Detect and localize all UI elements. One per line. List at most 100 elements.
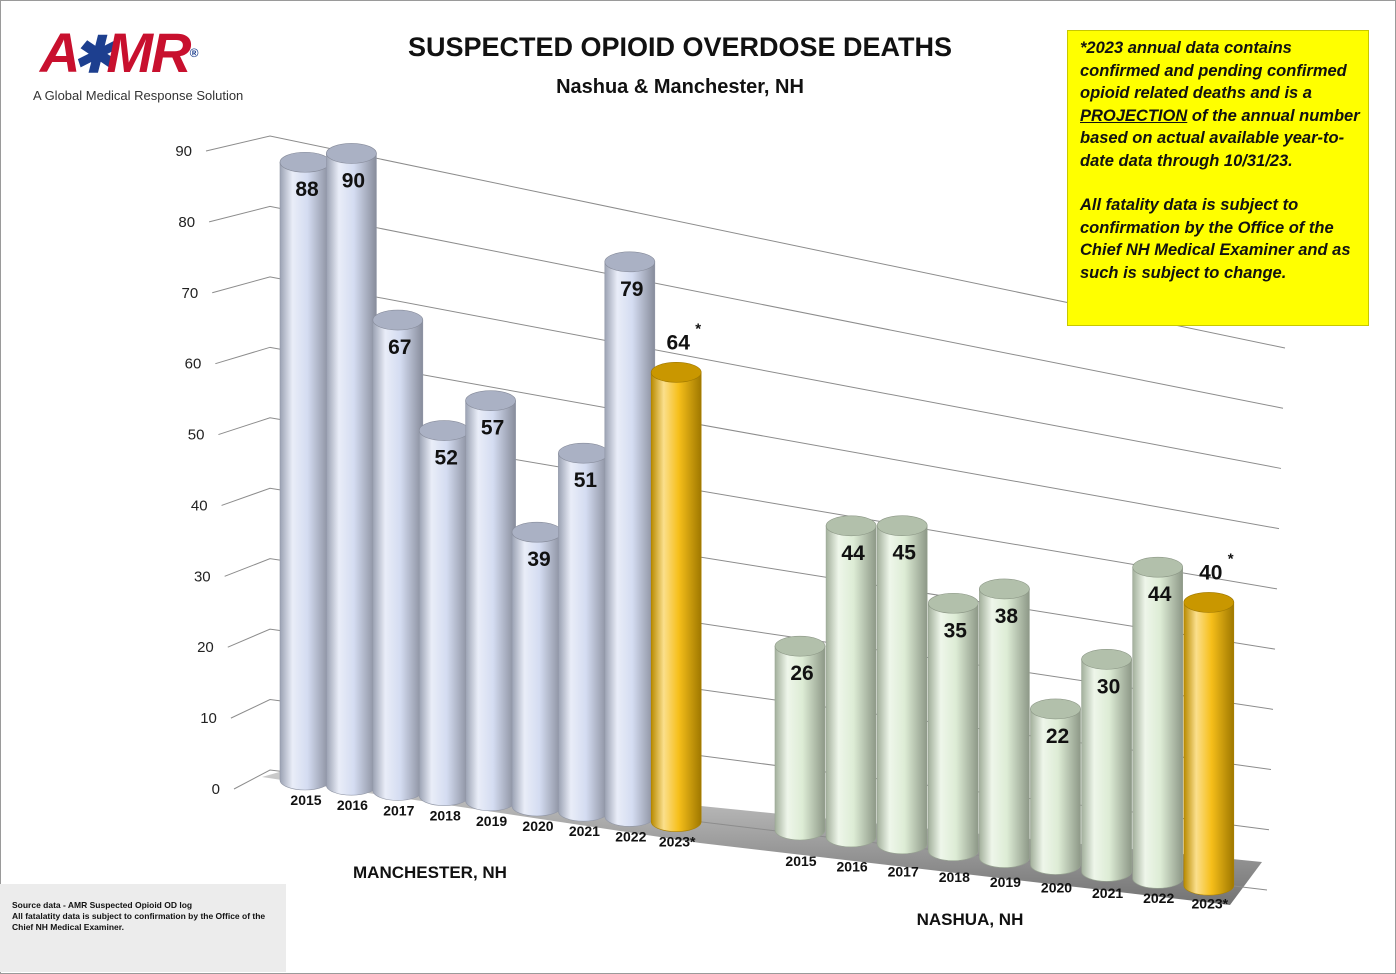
chart-title: SUSPECTED OPIOID OVERDOSE DEATHS	[407, 32, 953, 62]
note-paragraph-projection: *2023 annual data contains confirmed and…	[1080, 39, 1360, 170]
source-disclaimer: All fatalatity data is subject to confir…	[12, 911, 266, 932]
data-label: 30	[1097, 675, 1120, 698]
bar	[1030, 708, 1081, 875]
bar-top	[927, 592, 979, 614]
y-tick-label: 50	[188, 427, 205, 444]
data-label: 64	[667, 331, 691, 354]
data-label: 26	[790, 662, 813, 685]
bar-top	[558, 442, 609, 464]
bar	[928, 602, 979, 861]
bar	[876, 525, 928, 855]
bar	[774, 645, 826, 841]
bar-top	[825, 515, 877, 537]
bar-top	[418, 420, 470, 441]
bar	[979, 588, 1030, 868]
data-label: 79	[620, 278, 643, 301]
data-label: 88	[295, 178, 319, 201]
x-tick-label: 2016	[837, 858, 868, 874]
x-tick-label: 2020	[522, 818, 553, 834]
data-label: 38	[995, 605, 1019, 628]
x-tick-label: 2015	[290, 792, 321, 808]
data-label: 67	[388, 336, 411, 359]
bar	[1132, 566, 1183, 889]
data-label: 45	[893, 542, 917, 565]
data-label: 52	[435, 447, 458, 470]
bar-top	[650, 362, 702, 383]
x-tick-label: 2017	[888, 864, 919, 880]
y-tick-label: 70	[182, 285, 199, 302]
bar-top	[979, 578, 1030, 600]
y-tick-label: 30	[194, 568, 211, 585]
y-tick-label: 90	[175, 143, 192, 160]
data-label: 44	[1148, 583, 1172, 606]
gridline	[212, 276, 1282, 469]
x-tick-label: 2022	[615, 828, 646, 844]
gridline	[218, 417, 1278, 590]
bar	[558, 452, 609, 822]
gridline	[208, 205, 1284, 409]
x-tick-label: 2018	[430, 808, 461, 824]
star-of-life-icon: ✱	[72, 27, 114, 83]
x-tick-label: 2017	[383, 802, 414, 818]
x-tick-label: 2021	[569, 823, 600, 839]
bar	[465, 400, 516, 812]
bar	[372, 319, 424, 801]
y-tick-label: 60	[185, 356, 202, 373]
x-tick-label: 2023*	[1192, 895, 1229, 911]
bar	[279, 161, 331, 791]
bar-top	[1183, 592, 1235, 613]
source-note: Source data - AMR Suspected Opioid OD lo…	[0, 884, 286, 972]
bar	[825, 525, 877, 848]
bar	[1183, 602, 1235, 896]
bar	[418, 430, 470, 806]
data-label: 51	[574, 469, 598, 492]
bar-top	[876, 515, 928, 536]
data-label: 35	[944, 619, 968, 642]
x-tick-label: 2021	[1092, 885, 1123, 901]
x-tick-label: 2020	[1041, 880, 1072, 896]
x-tick-label: 2019	[476, 813, 507, 829]
x-tick-label: 2015	[785, 853, 816, 869]
x-tick-label: 2019	[990, 874, 1021, 890]
projection-note: *2023 annual data contains confirmed and…	[1067, 30, 1369, 326]
data-label: 90	[342, 169, 365, 192]
data-label: 57	[481, 417, 504, 440]
bar-top	[511, 521, 563, 543]
bar	[326, 153, 377, 796]
bar-top	[326, 143, 377, 164]
amr-logo-wordmark: A✱MR®	[40, 20, 198, 88]
data-label: 22	[1046, 725, 1069, 748]
y-tick-label: 40	[191, 497, 208, 514]
bar	[604, 261, 656, 827]
source-line: Source data - AMR Suspected Opioid OD lo…	[12, 900, 193, 910]
x-tick-label: 2016	[337, 797, 368, 813]
y-tick-label: 20	[197, 639, 214, 656]
bar-top	[604, 251, 656, 273]
bar-group-manchester: 88 90 67 52 57 39 51 79 64*	[279, 143, 702, 832]
bar	[650, 372, 702, 832]
data-label: 39	[527, 548, 550, 571]
logo-tagline: A Global Medical Response Solution	[33, 88, 244, 103]
projection-asterisk: *	[695, 320, 701, 337]
gridline	[205, 135, 1286, 349]
data-label: 44	[841, 542, 865, 565]
x-tick-label: 2023*	[659, 834, 696, 850]
chart-subtitle: Nashua & Manchester, NH	[556, 76, 804, 98]
bar	[511, 531, 563, 817]
group-label: NASHUA, NH	[917, 910, 1024, 929]
bar-top	[1132, 556, 1183, 578]
bar-top	[774, 635, 826, 657]
bar-top	[279, 151, 331, 173]
y-tick-label: 10	[200, 710, 217, 727]
bar	[1081, 659, 1132, 882]
group-label: MANCHESTER, NH	[353, 863, 507, 882]
note-paragraph-confirmation: All fatality data is subject to confirma…	[1080, 196, 1351, 282]
bar-top	[1081, 648, 1132, 670]
amr-logo: A✱MR® A Global Medical Response Solution	[30, 20, 280, 110]
gridline	[215, 346, 1280, 530]
bar-top	[465, 390, 516, 411]
y-tick-label: 0	[212, 781, 220, 798]
bar-top	[372, 309, 424, 331]
x-tick-label: 2022	[1143, 890, 1174, 906]
